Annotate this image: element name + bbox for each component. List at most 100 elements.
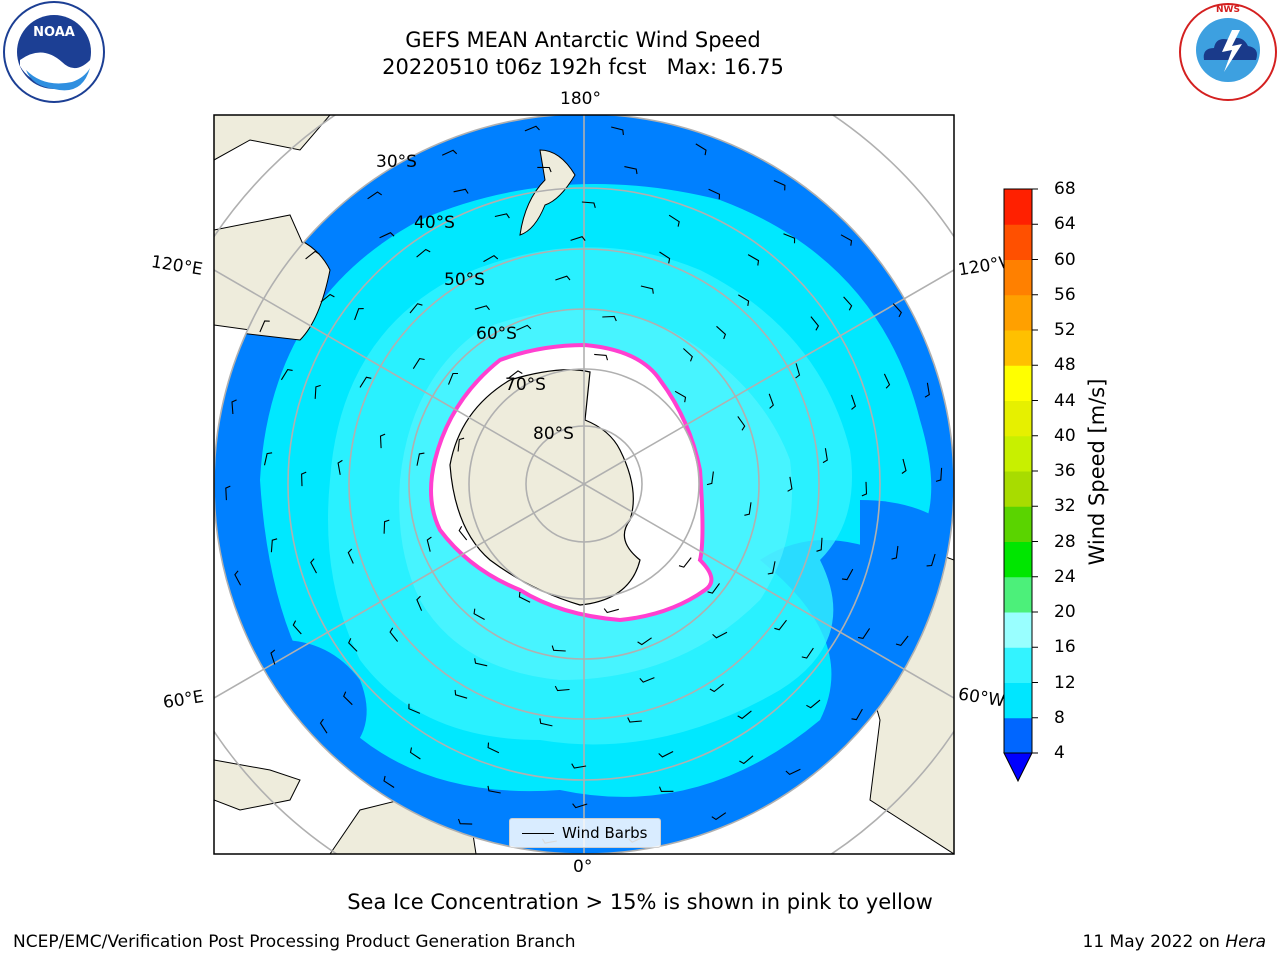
wind-barb xyxy=(337,459,343,475)
wind-barb xyxy=(816,537,823,552)
machine-name: Hera xyxy=(1225,932,1266,952)
wind-barb xyxy=(747,254,760,266)
chart-title: GEFS MEAN Antarctic Wind Speed xyxy=(405,28,761,52)
wind-barb xyxy=(640,285,654,294)
wind-barb xyxy=(707,583,720,594)
wind-barb xyxy=(524,125,540,132)
wind-barb xyxy=(659,251,671,264)
wind-barb xyxy=(487,785,501,794)
wind-barb xyxy=(895,635,909,647)
wind-barb xyxy=(231,399,237,415)
wind-barb xyxy=(924,382,930,398)
colorbar-tick-label: 12 xyxy=(1054,672,1076,693)
wind-barb xyxy=(359,376,372,388)
wind-barb xyxy=(774,619,787,631)
wind-barb xyxy=(695,143,707,156)
wind-barb xyxy=(843,296,853,311)
wind-barb xyxy=(537,166,552,173)
colorbar-tick-label: 20 xyxy=(1054,602,1076,622)
wind-barb xyxy=(602,315,617,322)
wind-barb xyxy=(320,293,335,303)
wind-barb xyxy=(447,372,458,385)
wind-barb xyxy=(292,620,302,635)
wind-barb xyxy=(305,250,320,260)
noaa-logo: NOAA xyxy=(3,1,105,103)
nws-logo: NWS xyxy=(1179,3,1277,101)
lat-label-30s: 30°S xyxy=(376,152,417,172)
wind-barb xyxy=(474,658,488,667)
colorbar-tick-label: 48 xyxy=(1054,355,1076,376)
svg-text:NWS: NWS xyxy=(1216,5,1240,15)
wind-barb xyxy=(314,384,321,399)
wind-barb xyxy=(783,233,796,244)
wind-barb xyxy=(508,370,523,379)
lon-label-0: 0° xyxy=(573,857,593,877)
wind-barb xyxy=(409,747,421,760)
colorbar-label: Wind Speed [m/s] xyxy=(1085,378,1109,566)
date-text: 11 May 2022 on Hera xyxy=(1083,932,1267,952)
colorbar-tick-label: 68 xyxy=(1054,179,1076,199)
wind-barb xyxy=(739,755,754,765)
colorbar-segment xyxy=(1004,189,1032,225)
wind-barb xyxy=(708,188,721,200)
lat-label-50s: 50°S xyxy=(444,270,485,290)
wind-barb xyxy=(668,214,680,227)
wind-barb xyxy=(787,476,793,492)
colorbar-tick-label: 8 xyxy=(1054,707,1065,728)
lat-label-40s: 40°S xyxy=(414,213,455,233)
wind-barb xyxy=(603,608,619,614)
wind-barb xyxy=(935,467,943,482)
lat-label-80s: 80°S xyxy=(533,424,574,444)
wind-barb xyxy=(627,717,642,723)
wind-barb xyxy=(773,179,786,191)
wind-barb xyxy=(408,703,421,714)
wind-barb xyxy=(901,458,907,474)
colorbar xyxy=(1003,188,1038,783)
wind-barb xyxy=(383,775,395,788)
wind-barbs xyxy=(225,125,943,844)
wind-barb xyxy=(441,149,458,156)
wind-barb xyxy=(301,471,307,487)
wind-barb xyxy=(383,519,390,534)
colorbar-segment xyxy=(1004,506,1032,542)
wind-barb xyxy=(367,191,383,200)
wind-barb xyxy=(516,324,532,331)
colorbar-tick-label: 44 xyxy=(1054,390,1076,411)
colorbar-segment xyxy=(1004,471,1032,507)
colorbar-segment xyxy=(1004,541,1032,578)
wind-barb xyxy=(379,433,386,449)
wind-barb xyxy=(716,325,727,340)
wind-barb xyxy=(310,558,317,574)
wind-barb xyxy=(474,305,490,311)
wind-barb xyxy=(259,320,270,333)
colorbar-tick-label: 36 xyxy=(1054,461,1076,481)
wind-barb xyxy=(572,803,588,809)
wind-barb xyxy=(840,234,853,246)
wind-barb xyxy=(319,718,328,734)
wind-barb xyxy=(658,786,674,792)
wind-barb xyxy=(270,649,276,665)
colorbar-segment xyxy=(1004,224,1032,260)
wind-barb xyxy=(473,608,485,620)
wind-barb xyxy=(841,568,854,581)
wind-barb xyxy=(389,627,399,642)
colorbar-segment xyxy=(1004,576,1032,613)
colorbar-segment xyxy=(1004,330,1032,366)
colorbar-segment xyxy=(1004,647,1032,683)
chart-subtitle: 20220510 t06z 192h fcst Max: 16.75 xyxy=(382,55,784,79)
wind-barb xyxy=(737,416,746,431)
noaa-logo-label: NOAA xyxy=(33,25,75,40)
wind-barb xyxy=(494,213,510,219)
wind-barb xyxy=(379,232,395,239)
wind-barb xyxy=(857,628,871,640)
wind-barb xyxy=(737,710,752,720)
colorbar-tick-label: 4 xyxy=(1054,743,1065,763)
colorbar-tick-label: 40 xyxy=(1054,425,1076,446)
colorbar-under-arrow xyxy=(1003,752,1033,783)
wind-barb xyxy=(570,236,586,241)
legend-label: Wind Barbs xyxy=(562,824,648,842)
colorbar-tick-label: 28 xyxy=(1054,531,1076,552)
wind-barb xyxy=(347,548,354,564)
wind-barb xyxy=(767,561,776,575)
